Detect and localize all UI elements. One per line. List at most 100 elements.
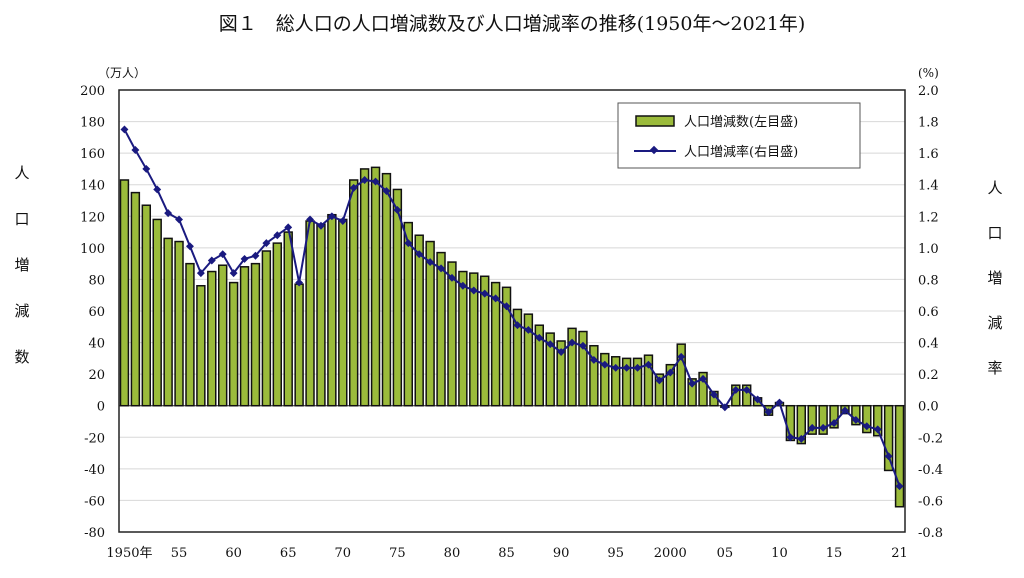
bar-2020: [883, 404, 894, 472]
legend-box: [617, 102, 861, 169]
bar-1971: [349, 179, 359, 407]
rate-point-1986: [513, 321, 522, 330]
y-tick-left: 140: [80, 179, 105, 194]
rate-point-1963: [262, 239, 271, 248]
rate-point-1966: [295, 278, 304, 287]
rate-point-2013: [808, 423, 817, 432]
bar-1957: [196, 284, 206, 407]
rate-point-2016: [840, 406, 849, 415]
y-tick-left: 80: [88, 273, 105, 288]
rate-point-1995: [611, 363, 620, 372]
bar-1967: [305, 220, 315, 407]
bar-1991: [567, 327, 577, 407]
x-tick-label: 60: [225, 546, 242, 561]
x-tick-label: 1950年: [106, 546, 152, 561]
x-tick-label: 65: [280, 546, 297, 561]
y-axis-title-left-char: 減: [14, 302, 29, 320]
rate-point-2003: [699, 374, 708, 383]
bar-1992: [578, 330, 588, 407]
rate-point-1997: [633, 363, 642, 372]
y-tick-left: 60: [88, 305, 105, 320]
y-tick-left: 20: [88, 368, 105, 383]
y-tick-right: -0.6: [918, 494, 943, 509]
y-tick-right: 2.0: [918, 84, 939, 99]
bar-1988: [534, 324, 544, 407]
bar-1973: [370, 166, 381, 407]
bar-1981: [458, 270, 468, 407]
rate-point-1987: [524, 325, 533, 334]
bar-1951: [130, 191, 141, 407]
rate-point-1961: [240, 254, 249, 263]
rate-point-1973: [371, 177, 380, 186]
rate-point-1952: [142, 164, 151, 173]
y-tick-right: 1.8: [918, 116, 939, 131]
rate-point-1992: [578, 341, 587, 350]
rate-point-1950: [120, 125, 129, 134]
rate-point-1983: [480, 289, 489, 298]
y-tick-left: 180: [80, 116, 105, 131]
bar-2007: [742, 384, 752, 407]
y-tick-right: 1.0: [918, 242, 939, 257]
right-unit-label: (%): [918, 66, 939, 80]
y-tick-left: 40: [88, 337, 105, 352]
y-axis-title-left-char: 数: [14, 348, 29, 366]
y-axis-title-right-char: 率: [987, 359, 1002, 377]
y-axis-title-right-char: 増: [987, 269, 1002, 287]
y-tick-right: 1.4: [918, 179, 939, 194]
bar-1980: [447, 261, 457, 407]
bar-1962: [250, 262, 261, 407]
y-tick-left: -20: [84, 431, 105, 446]
bar-1959: [218, 264, 228, 407]
y-tick-left: -40: [84, 463, 105, 478]
rate-point-1991: [568, 338, 577, 347]
y-tick-left: 120: [80, 210, 105, 225]
bar-1953: [152, 218, 162, 407]
bar-2000: [665, 363, 675, 407]
x-tick-label: 90: [553, 546, 570, 561]
bar-2001: [676, 343, 686, 407]
rate-point-2006: [731, 385, 740, 394]
bar-1994: [600, 352, 610, 407]
x-tick-label: 55: [171, 546, 188, 561]
rate-point-2000: [666, 368, 675, 377]
bar-2018: [862, 404, 872, 434]
rate-point-1956: [185, 242, 194, 251]
bar-2019: [873, 404, 883, 437]
rate-point-2020: [884, 452, 893, 461]
chart-title: 図１ 総人口の人口増減数及び人口増減率の推移(1950年～2021年): [219, 13, 806, 35]
y-axis-title-left-char: 増: [14, 256, 29, 274]
rate-point-1975: [393, 206, 402, 214]
y-tick-left: 160: [80, 147, 105, 162]
rate-point-1951: [131, 146, 140, 154]
bar-1993: [589, 344, 599, 407]
x-tick-label: 75: [389, 546, 406, 561]
bar-1965: [283, 231, 293, 407]
legend-label-bars: 人口増減数(左目盛): [684, 114, 798, 130]
rate-point-1968: [316, 221, 325, 230]
bar-1954: [163, 237, 173, 407]
x-tick-label: 70: [335, 546, 352, 561]
bar-1970: [338, 218, 348, 407]
bar-1950: [119, 179, 130, 407]
rate-point-1996: [622, 363, 631, 372]
rate-point-2014: [819, 423, 828, 432]
rate-point-1976: [404, 239, 413, 248]
rate-point-1981: [458, 281, 467, 290]
bar-1996: [621, 357, 632, 407]
bar-1985: [501, 286, 512, 407]
y-tick-right: 0.2: [918, 368, 939, 383]
y-tick-right: -0.2: [918, 431, 943, 446]
rate-point-1984: [491, 294, 500, 303]
y-tick-right: 0.6: [918, 305, 939, 320]
x-tick-label: 80: [444, 546, 461, 561]
rate-point-1959: [218, 250, 227, 259]
bar-1969: [327, 213, 337, 407]
bar-1997: [632, 357, 643, 407]
x-tick-label: 10: [771, 546, 788, 561]
y-tick-right: 0.0: [918, 400, 939, 415]
bar-2021: [894, 404, 905, 508]
rate-point-1999: [655, 376, 664, 385]
bar-1974: [381, 172, 392, 407]
x-tick-label: 15: [826, 546, 843, 561]
rate-point-1985: [502, 302, 511, 311]
